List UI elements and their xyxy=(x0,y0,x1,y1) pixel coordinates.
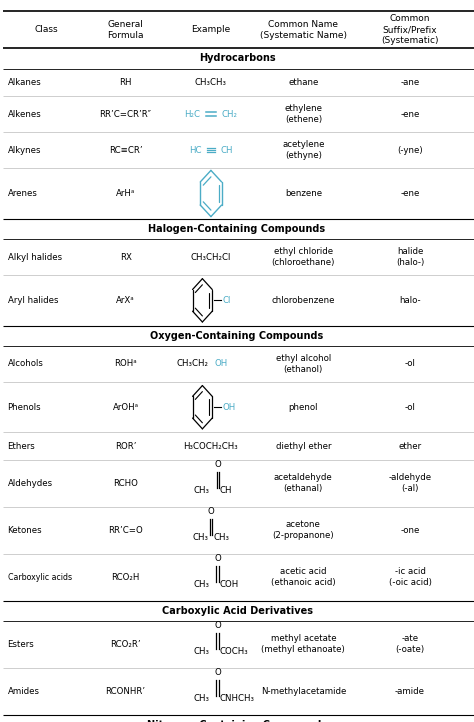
Text: Ethers: Ethers xyxy=(8,442,36,451)
Text: OH: OH xyxy=(222,403,236,412)
Text: Ketones: Ketones xyxy=(8,526,42,535)
Text: CH₃CH₃: CH₃CH₃ xyxy=(195,78,227,87)
Text: Aldehydes: Aldehydes xyxy=(8,479,53,488)
Text: CH₃: CH₃ xyxy=(192,533,208,542)
Text: Phenols: Phenols xyxy=(8,403,41,412)
Text: RCHO: RCHO xyxy=(113,479,138,488)
Text: -amide: -amide xyxy=(395,687,425,696)
Text: acetic acid
(ethanoic acid): acetic acid (ethanoic acid) xyxy=(271,567,336,587)
Text: Esters: Esters xyxy=(8,640,34,649)
Text: Common Name
(Systematic Name): Common Name (Systematic Name) xyxy=(260,19,347,40)
Text: -aldehyde
(-al): -aldehyde (-al) xyxy=(389,474,431,493)
Text: (-yne): (-yne) xyxy=(397,146,423,155)
Text: CH₂: CH₂ xyxy=(221,110,237,118)
Text: -ene: -ene xyxy=(401,110,419,118)
Text: Alkenes: Alkenes xyxy=(8,110,41,118)
Text: CH₃: CH₃ xyxy=(193,647,209,656)
Text: O: O xyxy=(214,668,221,677)
Text: CH₃: CH₃ xyxy=(214,533,230,542)
Text: Oxygen-Containing Compounds: Oxygen-Containing Compounds xyxy=(150,331,324,341)
Text: RH: RH xyxy=(119,78,132,87)
Text: -ane: -ane xyxy=(401,78,419,87)
Text: COCH₃: COCH₃ xyxy=(219,647,248,656)
Text: Amides: Amides xyxy=(8,687,40,696)
Text: O: O xyxy=(215,460,221,469)
Text: RCO₂H: RCO₂H xyxy=(111,573,140,582)
Text: RR’C=O: RR’C=O xyxy=(108,526,143,535)
Text: Carboxylic Acid Derivatives: Carboxylic Acid Derivatives xyxy=(162,606,312,616)
Text: chlorobenzene: chlorobenzene xyxy=(272,296,335,305)
Text: Common
Suffix/Prefix
(Systematic): Common Suffix/Prefix (Systematic) xyxy=(381,14,439,45)
Text: -ic acid
(-oic acid): -ic acid (-oic acid) xyxy=(389,567,431,587)
Text: -ol: -ol xyxy=(405,360,415,368)
Text: RR’C=CR’R″: RR’C=CR’R″ xyxy=(100,110,152,118)
Text: O: O xyxy=(214,554,221,563)
Text: Nitrogen-Containing Compounds: Nitrogen-Containing Compounds xyxy=(147,720,327,722)
Text: ArOHᵃ: ArOHᵃ xyxy=(113,403,138,412)
Text: phenol: phenol xyxy=(289,403,318,412)
Text: Example: Example xyxy=(191,25,230,34)
Text: COH: COH xyxy=(219,580,239,589)
Text: ethylene
(ethene): ethylene (ethene) xyxy=(284,104,322,124)
Text: RCONHR’: RCONHR’ xyxy=(106,687,146,696)
Text: ROHᵃ: ROHᵃ xyxy=(114,360,137,368)
Text: Halogen-Containing Compounds: Halogen-Containing Compounds xyxy=(148,224,326,234)
Text: -ene: -ene xyxy=(401,189,419,198)
Text: OH: OH xyxy=(215,360,228,368)
Text: Alkyl halides: Alkyl halides xyxy=(8,253,62,261)
Text: diethyl ether: diethyl ether xyxy=(275,442,331,451)
Text: benzene: benzene xyxy=(285,189,322,198)
Text: O: O xyxy=(208,507,214,516)
Text: ArXᵃ: ArXᵃ xyxy=(116,296,135,305)
Text: O: O xyxy=(214,621,221,630)
Text: -ol: -ol xyxy=(405,403,415,412)
Text: Aryl halides: Aryl halides xyxy=(8,296,58,305)
Text: CH₃CH₂Cl: CH₃CH₂Cl xyxy=(191,253,231,261)
Text: Carboxylic acids: Carboxylic acids xyxy=(8,573,72,582)
Text: CH₃: CH₃ xyxy=(193,694,209,703)
Text: acetylene
(ethyne): acetylene (ethyne) xyxy=(282,140,325,160)
Text: Hydrocarbons: Hydrocarbons xyxy=(199,53,275,64)
Text: CH₃CH₂: CH₃CH₂ xyxy=(176,360,209,368)
Text: RX: RX xyxy=(119,253,132,261)
Text: acetaldehyde
(ethanal): acetaldehyde (ethanal) xyxy=(274,474,333,493)
Text: RCO₂R’: RCO₂R’ xyxy=(110,640,141,649)
Text: HC: HC xyxy=(189,146,201,155)
Text: -one: -one xyxy=(401,526,419,535)
Text: ArHᵃ: ArHᵃ xyxy=(116,189,135,198)
Text: RC≡CR’: RC≡CR’ xyxy=(109,146,142,155)
Text: CH₃: CH₃ xyxy=(193,580,209,589)
Text: CNHCH₃: CNHCH₃ xyxy=(219,694,255,703)
Text: Arenes: Arenes xyxy=(8,189,37,198)
Text: acetone
(2-propanone): acetone (2-propanone) xyxy=(273,521,334,540)
Text: ethyl chloride
(chloroethane): ethyl chloride (chloroethane) xyxy=(272,247,335,267)
Text: halide
(halo-): halide (halo-) xyxy=(396,247,424,267)
Text: N-methylacetamide: N-methylacetamide xyxy=(261,687,346,696)
Text: CH: CH xyxy=(220,146,233,155)
Text: Alkynes: Alkynes xyxy=(8,146,41,155)
Text: Class: Class xyxy=(35,25,58,34)
Text: ether: ether xyxy=(399,442,421,451)
Text: halo-: halo- xyxy=(399,296,421,305)
Text: ROR’: ROR’ xyxy=(115,442,137,451)
Text: -ate
(-oate): -ate (-oate) xyxy=(395,635,425,654)
Text: CH₃: CH₃ xyxy=(193,486,209,495)
Text: General
Formula: General Formula xyxy=(107,19,144,40)
Text: methyl acetate
(methyl ethanoate): methyl acetate (methyl ethanoate) xyxy=(262,635,345,654)
Text: Alcohols: Alcohols xyxy=(8,360,44,368)
Text: CH: CH xyxy=(219,486,232,495)
Text: Alkanes: Alkanes xyxy=(8,78,41,87)
Text: H₂C: H₂C xyxy=(184,110,201,118)
Text: H₃COCH₂CH₃: H₃COCH₂CH₃ xyxy=(183,442,238,451)
Text: ethane: ethane xyxy=(288,78,319,87)
Text: ethyl alcohol
(ethanol): ethyl alcohol (ethanol) xyxy=(276,354,331,374)
Text: Cl: Cl xyxy=(222,296,231,305)
